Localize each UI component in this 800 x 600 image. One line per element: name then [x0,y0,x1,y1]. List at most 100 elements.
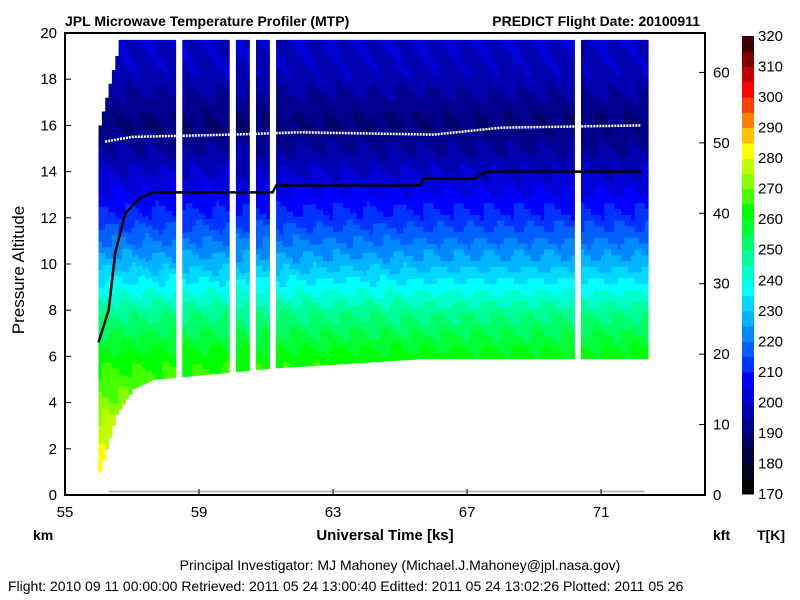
heatmap-cell [128,330,133,337]
heatmap-cell [219,350,223,357]
heatmap-cell [292,147,297,154]
heatmap-cell [111,165,116,173]
heatmap-cell [192,358,197,365]
heatmap-cell [202,68,207,75]
heatmap-cell [199,236,203,243]
heatmap-cell [199,265,203,272]
heatmap-cell [189,364,193,371]
heatmap-cell [115,385,120,392]
heatmap-cell [400,290,404,297]
heatmap-cell [406,220,411,228]
heatmap-cell [333,346,337,354]
heatmap-cell [366,165,371,172]
heatmap-cell [242,180,247,187]
heatmap-cell [403,290,408,297]
heatmap-cell [185,324,190,331]
heatmap-cell [132,42,136,49]
heatmap-cell [406,319,411,326]
heatmap-cell [148,329,153,336]
heatmap-cell [205,149,210,156]
heatmap-cell [410,307,414,314]
heatmap-cell [366,119,371,126]
heatmap-cell [205,287,210,294]
heatmap-cell [349,57,354,64]
heatmap-cell [118,235,123,243]
heatmap-cell [383,66,388,73]
heatmap-cell [152,96,156,103]
heatmap-cell [219,263,223,270]
heatmap-cell [101,385,106,392]
heatmap-cell [353,247,358,254]
heatmap-cell [316,93,321,101]
heatmap-cell [165,106,170,114]
heatmap-cell [296,245,301,252]
heatmap-cell [122,253,126,261]
heatmap-cell [349,236,354,243]
heatmap-cell [380,320,384,328]
heatmap-cell [376,165,381,172]
heatmap-cell [142,147,146,154]
heatmap-cell [333,133,337,140]
heatmap-cell [125,196,130,204]
heatmap-cell [373,275,378,282]
heatmap-cell [245,220,250,227]
heatmap-cell [326,278,331,285]
heatmap-cell [158,55,163,62]
heatmap-cell [122,225,126,232]
heatmap-cell [172,163,177,171]
heatmap-cell [199,213,203,220]
heatmap-cell [192,277,197,284]
heatmap-cell [276,310,280,317]
heatmap-cell [383,349,388,356]
heatmap-cell [363,137,368,144]
heatmap-cell [406,284,411,291]
heatmap-cell [172,48,177,55]
heatmap-cell [256,127,260,134]
heatmap-cell [158,217,163,224]
heatmap-cell [383,332,388,339]
heatmap-cell [282,188,287,195]
heatmap-cell [309,238,314,245]
heatmap-cell [195,358,200,365]
heatmap-cell [406,209,411,216]
heatmap-cell [115,292,120,300]
heatmap-cell [296,48,301,56]
heatmap-cell [105,298,110,305]
heatmap-cell [128,341,133,349]
heatmap-cell [105,142,110,149]
heatmap-cell [386,135,391,142]
heatmap-cell [98,177,103,184]
heatmap-cell [235,175,240,182]
heatmap-cell [346,45,351,52]
heatmap-cell [135,150,140,157]
heatmap-cell [396,106,401,113]
heatmap-cell [406,215,411,222]
heatmap-cell [343,92,347,99]
heatmap-cell [219,194,223,201]
heatmap-cell [202,299,207,306]
heatmap-cell [185,208,190,216]
heatmap-cell [256,115,260,122]
heatmap-cell [343,207,347,214]
heatmap-cell [319,39,324,43]
heatmap-cell [108,367,113,375]
heatmap-cell [353,357,358,364]
heatmap-cell [145,330,150,337]
heatmap-cell [189,231,193,238]
heatmap-cell [115,281,120,288]
heatmap-cell [289,39,294,44]
heatmap-cell [366,315,371,323]
heatmap-cell [128,41,133,48]
heatmap-cell [353,85,358,92]
heatmap-cell [162,136,167,143]
heatmap-cell [122,80,126,87]
heatmap-cell [155,84,160,91]
heatmap-cell [319,272,324,279]
heatmap-cell [282,263,287,270]
heatmap-cell [199,242,203,249]
heatmap-cell [135,138,140,146]
heatmap-cell [142,210,146,218]
heatmap-cell [292,291,297,298]
heatmap-cell [225,153,230,160]
